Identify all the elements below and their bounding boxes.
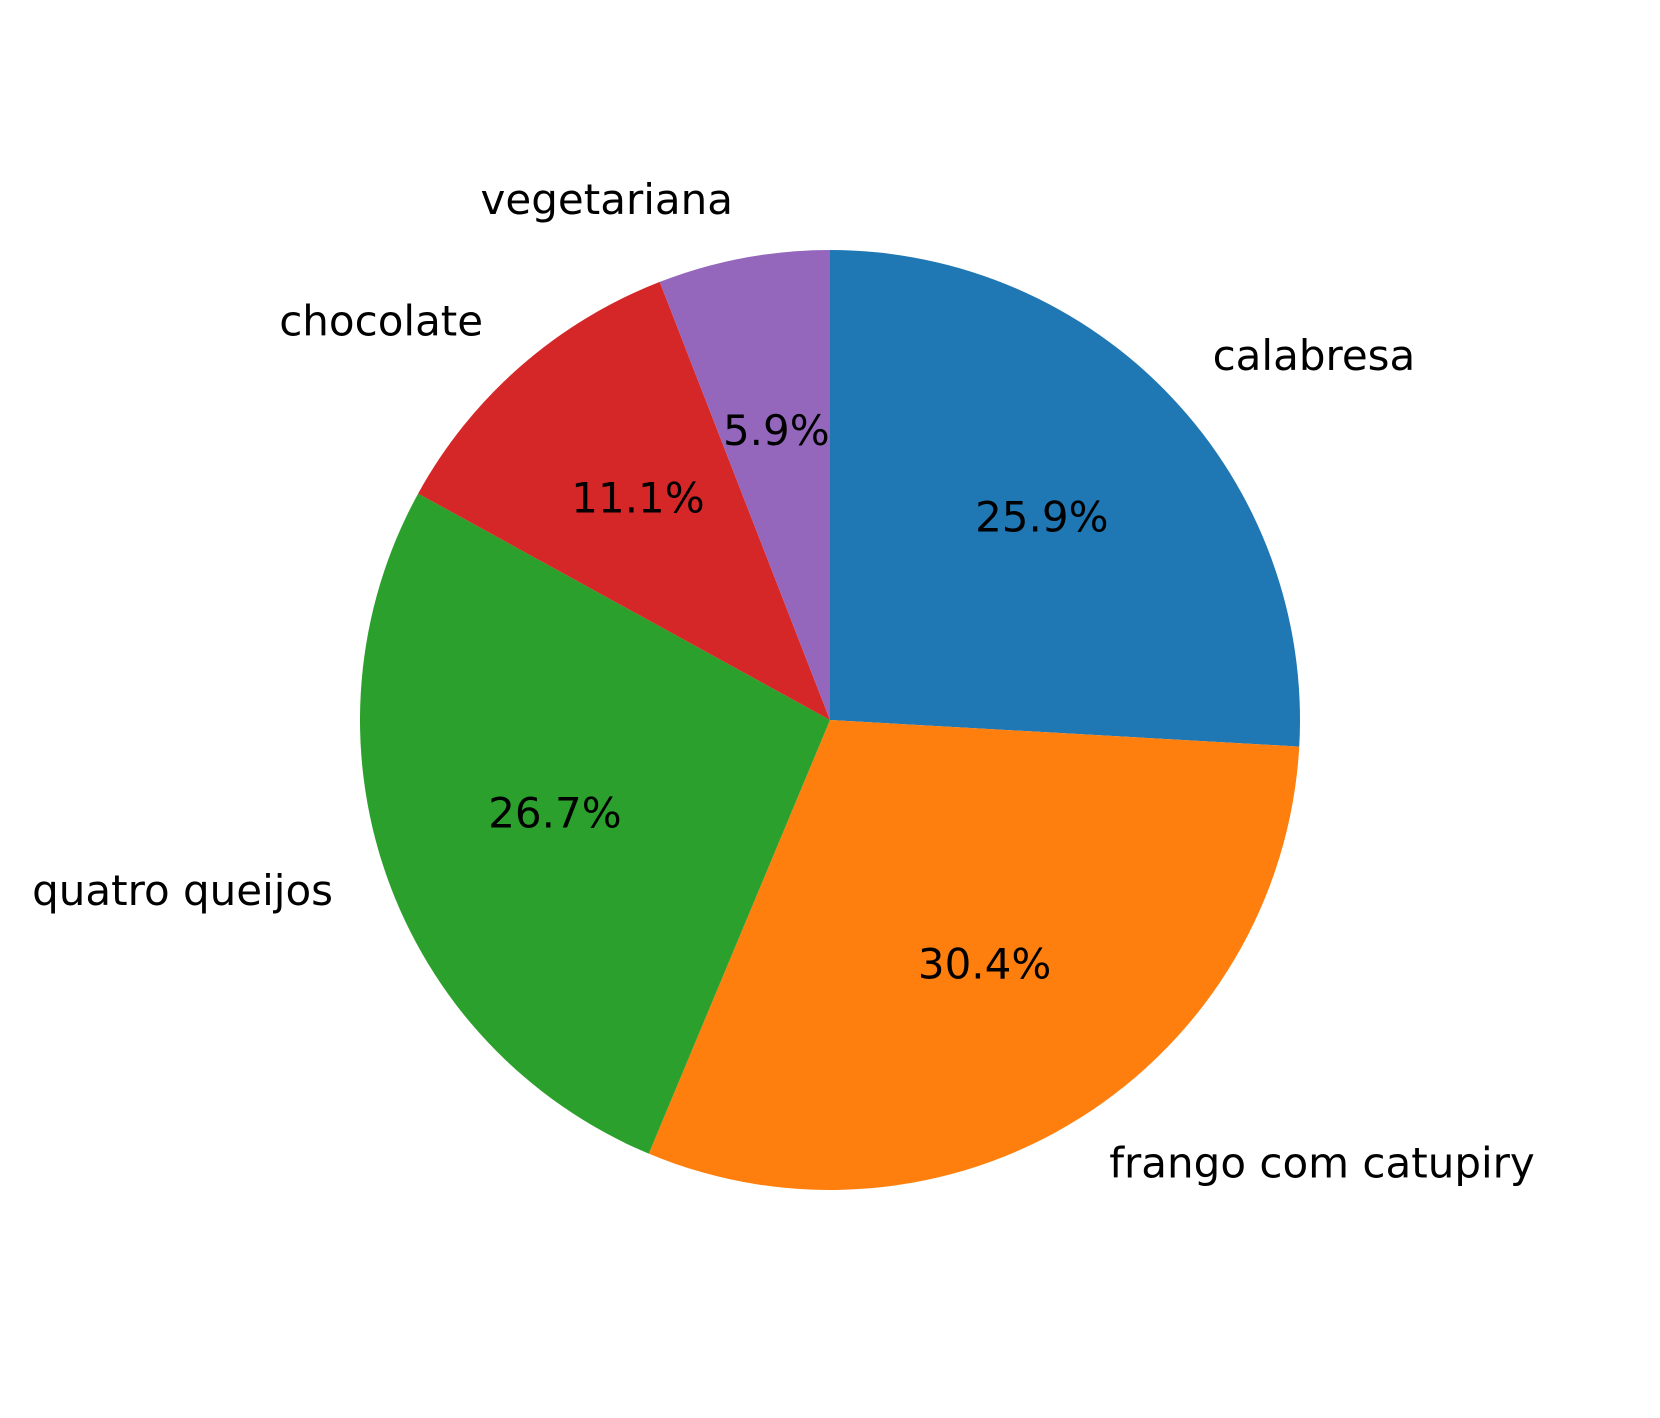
slice-percent: 25.9% — [975, 492, 1108, 541]
slice-label: vegetariana — [481, 175, 733, 224]
slice-percent: 5.9% — [723, 406, 830, 455]
pie-chart-container: calabresa 25.9% frango com catupiry 30.4% qu… — [0, 0, 1660, 1418]
slice-percent: 30.4% — [918, 940, 1051, 989]
slice-percent: 26.7% — [488, 789, 621, 838]
slice-label: chocolate — [279, 297, 483, 346]
slice-label: frango com catupiry — [1109, 1139, 1535, 1188]
pie-chart-svg: calabresa 25.9% frango com catupiry 30.4% qu… — [0, 0, 1660, 1418]
slice-label: quatro queijos — [32, 866, 333, 915]
slice-percent: 11.1% — [571, 473, 704, 522]
pie-slices — [360, 250, 1300, 1190]
slice-label: calabresa — [1213, 331, 1416, 380]
